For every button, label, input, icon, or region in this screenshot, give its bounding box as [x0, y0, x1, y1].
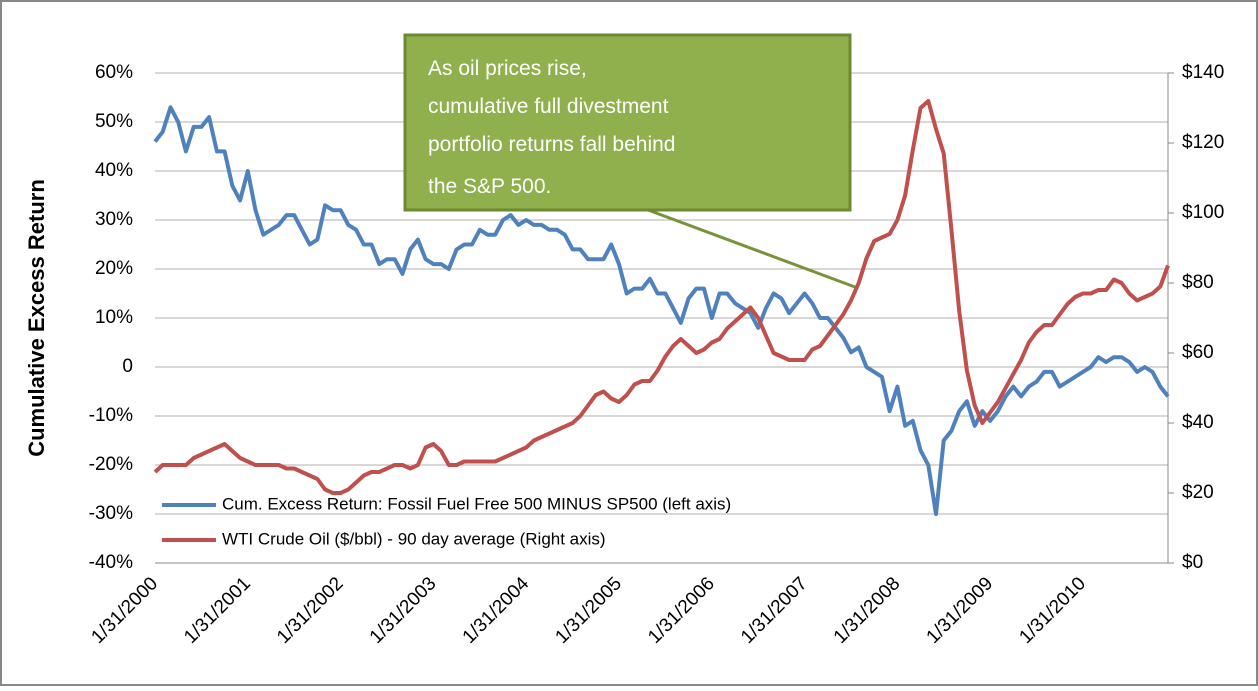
annotation-text: cumulative full divestment: [428, 95, 669, 118]
y-tick-label: 40%: [95, 160, 133, 181]
y2-tick-label: $60: [1182, 342, 1214, 363]
annotation: As oil prices rise, cumulative full dive…: [403, 33, 856, 289]
data-line: [153, 105, 1170, 516]
y-tick-label: 60%: [95, 62, 133, 83]
y-tick-label: -40%: [89, 552, 133, 573]
y-tick-label: 10%: [95, 307, 133, 328]
y2-tick-label: $140: [1182, 62, 1224, 83]
y-tick-label: 0: [122, 356, 133, 377]
legend-label: Cum. Excess Return: Fossil Fuel Free 500…: [222, 494, 731, 513]
y2-tick-label: $0: [1182, 552, 1203, 573]
annotation-text: As oil prices rise,: [428, 57, 587, 80]
annotation-text: portfolio returns fall behind: [428, 133, 675, 156]
data-line: [153, 99, 1170, 495]
annotation-text: the S&P 500.: [428, 175, 551, 198]
y2-tick-label: $20: [1182, 482, 1214, 503]
annotation-pointer: [639, 205, 856, 289]
y2-tick-label: $120: [1182, 132, 1224, 153]
y2-tick-label: $100: [1182, 202, 1224, 223]
y-tick-label: -20%: [89, 454, 133, 475]
y2-tick-label: $80: [1182, 272, 1214, 293]
legend-label: WTI Crude Oil ($/bbl) - 90 day average (…: [222, 529, 606, 548]
y-tick-label: -10%: [89, 405, 133, 426]
y-tick-label: -30%: [89, 503, 133, 524]
y2-tick-label: $40: [1182, 412, 1214, 433]
y-tick-label: 50%: [95, 111, 133, 132]
annotation-box: [403, 33, 852, 212]
y-tick-label: 30%: [95, 209, 133, 230]
y-tick-label: 20%: [95, 258, 133, 279]
y-axis-title: Cumulative Excess Return: [24, 179, 49, 457]
